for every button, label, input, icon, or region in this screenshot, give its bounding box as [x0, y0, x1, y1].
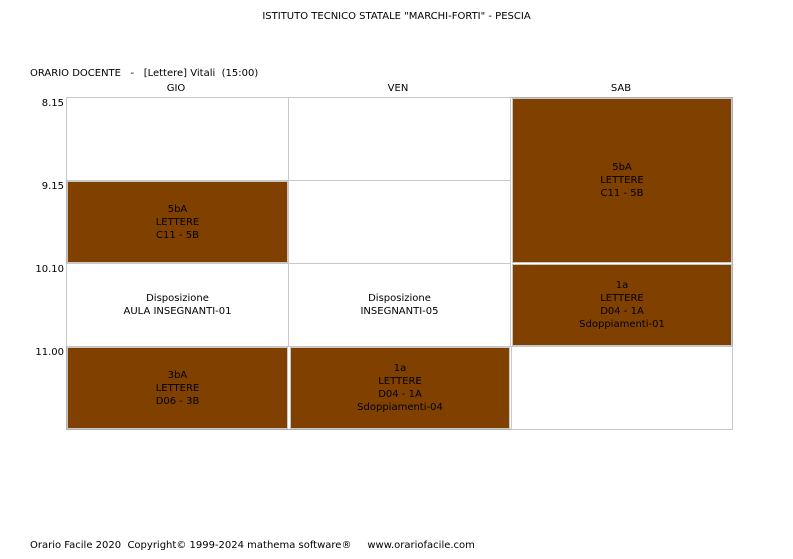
school-title: ISTITUTO TECNICO STATALE "MARCHI-FORTI" … [262, 11, 531, 22]
lesson-room: D04 - 1A [378, 389, 422, 400]
lesson-subject: LETTERE [155, 216, 200, 228]
lesson-class: 5bA [612, 162, 632, 173]
lesson-room: C11 - 5B [156, 229, 199, 241]
lesson-subject: LETTERE [155, 382, 200, 394]
schedule-header: ORARIO DOCENTE - [Lettere] Vitali (15:00… [30, 68, 258, 79]
lesson-line1: Disposizione [146, 293, 209, 304]
day-header-gio: GIO [166, 83, 186, 94]
time-label-1010: 10.10 [35, 264, 64, 275]
time-label-0915: 9.15 [41, 181, 64, 192]
teacher-name: [Lettere] Vitali [143, 68, 216, 79]
lesson-class: 1a [615, 280, 629, 291]
footer-website-link[interactable]: www.orariofacile.com [367, 540, 475, 551]
lesson-line1: Disposizione [368, 293, 431, 304]
lesson-note: Sdoppiamenti-01 [579, 319, 665, 330]
footer: Orario Facile 2020 Copyright© 1999-2024 … [30, 540, 475, 551]
header-separator: - [130, 68, 135, 79]
lesson-room: D06 - 3B [155, 395, 200, 407]
lesson-class: 1a [393, 363, 407, 374]
lesson-gio-0915[interactable]: 5bA LETTERE C11 - 5B [67, 181, 288, 263]
slot-ven-0915 [288, 180, 511, 264]
slot-ven-0815 [288, 97, 511, 181]
lesson-room: D04 - 1A [600, 306, 644, 317]
lesson-ven-1100[interactable]: 1a LETTERE D04 - 1A Sdoppiamenti-04 [290, 347, 510, 429]
lesson-note: Sdoppiamenti-04 [357, 402, 443, 413]
slot-gio-0815 [66, 97, 289, 181]
footer-product: Orario Facile 2020 [30, 540, 122, 551]
lesson-ven-1010[interactable]: Disposizione INSEGNANTI-05 [288, 263, 511, 347]
lesson-subject: LETTERE [600, 293, 644, 304]
lesson-sab-1010[interactable]: 1a LETTERE D04 - 1A Sdoppiamenti-01 [512, 264, 732, 346]
lesson-subject: LETTERE [600, 175, 644, 186]
lesson-class: 3bA [167, 369, 188, 381]
lesson-line2: INSEGNANTI-05 [360, 306, 439, 317]
lesson-subject: LETTERE [378, 376, 422, 387]
slot-sab-1100 [511, 346, 733, 430]
teacher-hours: (15:00) [221, 68, 259, 79]
footer-copyright: Copyright© 1999-2024 mathema software® [127, 540, 352, 551]
lesson-gio-1100[interactable]: 3bA LETTERE D06 - 3B [67, 347, 288, 429]
time-label-0815: 8.15 [41, 98, 64, 109]
day-header-sab: SAB [610, 83, 632, 94]
lesson-line2: AULA INSEGNANTI-01 [123, 306, 232, 317]
lesson-class: 5bA [167, 203, 188, 215]
time-label-1100: 11.00 [35, 347, 64, 358]
schedule-label: ORARIO DOCENTE [30, 68, 121, 79]
lesson-sab-0815[interactable]: 5bA LETTERE C11 - 5B [512, 98, 732, 263]
lesson-gio-1010[interactable]: Disposizione AULA INSEGNANTI-01 [66, 263, 289, 347]
lesson-room: C11 - 5B [600, 188, 644, 199]
day-header-ven: VEN [387, 83, 409, 94]
